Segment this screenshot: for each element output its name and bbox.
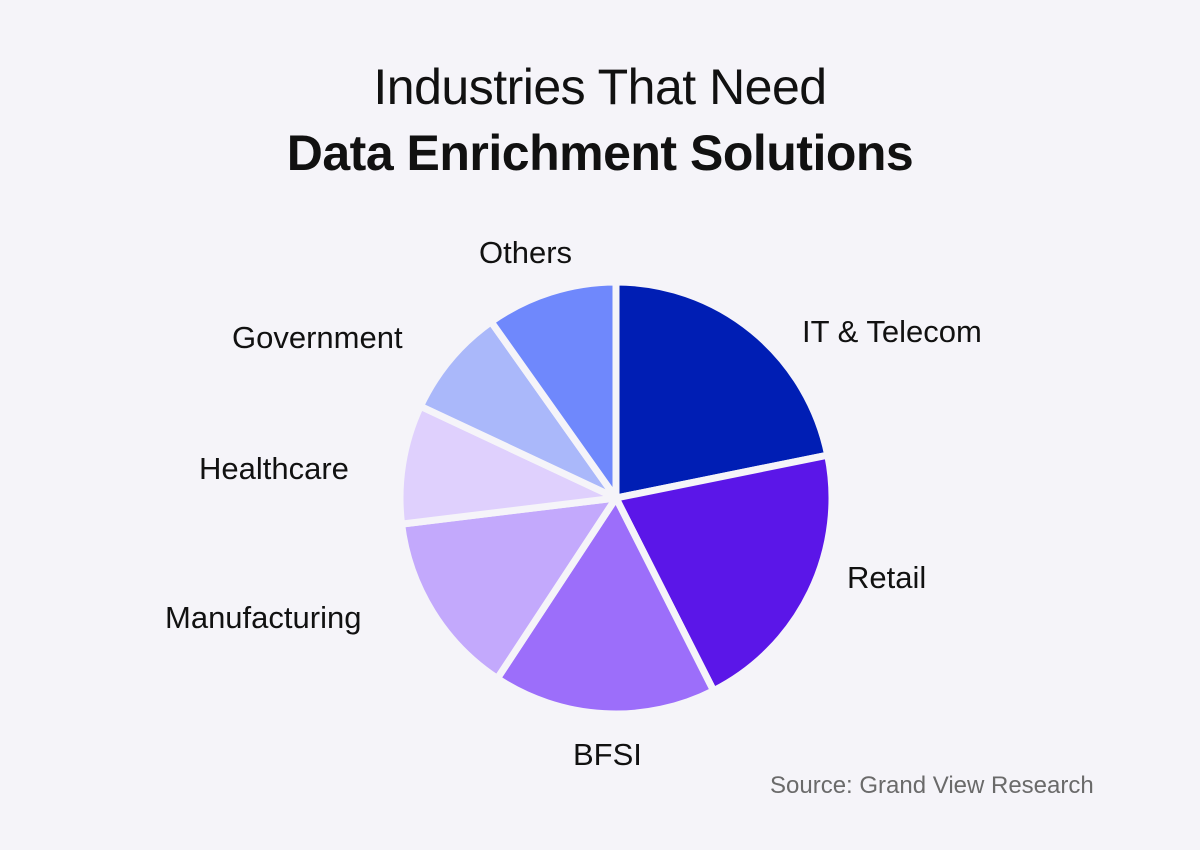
label-healthcare: Healthcare: [199, 451, 349, 486]
label-it-telecom: IT & Telecom: [802, 314, 982, 349]
label-retail: Retail: [847, 560, 927, 595]
pie-slice-healthcare: [396, 402, 620, 528]
label-others: Others: [479, 235, 573, 270]
chart-title-line1: Industries That Need: [373, 59, 827, 115]
label-bfsi: BFSI: [573, 737, 642, 772]
source-note: Source: Grand View Research: [770, 772, 1094, 799]
pie-slice-manufacturing: [398, 494, 620, 682]
label-government: Government: [232, 320, 403, 355]
pie-slice-others: [487, 278, 620, 502]
pie-slice-retail: [612, 451, 836, 695]
pie-slice-bfsi: [493, 494, 718, 718]
label-manufacturing: Manufacturing: [165, 600, 362, 635]
chart-title-line2: Data Enrichment Solutions: [286, 125, 914, 181]
pie-slice-government: [416, 318, 620, 502]
pie-slice-it-telecom: [612, 278, 832, 502]
